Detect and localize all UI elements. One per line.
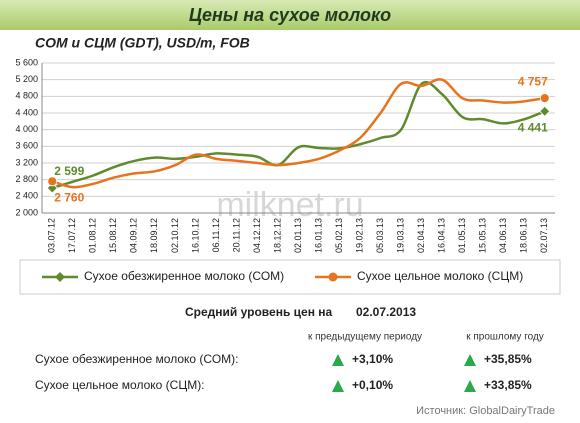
x-tick-label: 18.12.12 [272, 218, 282, 253]
x-tick-label: 06.11.12 [211, 218, 221, 252]
point-marker [47, 176, 58, 187]
change-value: +33,85% [484, 378, 532, 392]
y-tick-label: 2 000 [15, 207, 38, 217]
y-tick-label: 2 400 [15, 191, 38, 201]
x-tick-label: 20.11.12 [231, 218, 241, 252]
y-tick-label: 2 800 [15, 174, 38, 184]
x-tick-label: 02.10.12 [170, 218, 180, 253]
y-tick-label: 3 600 [15, 141, 38, 151]
x-tick-label: 04.09.12 [129, 218, 139, 253]
y-tick-label: 3 200 [15, 157, 38, 167]
x-tick-label: 05.02.13 [334, 218, 344, 253]
x-tick-label: 02.07.13 [539, 218, 549, 253]
point-marker [539, 93, 550, 104]
watermark: milknet.ru [216, 186, 363, 224]
source: Источник: GlobalDairyTrade [416, 405, 555, 417]
change-value: +35,85% [484, 352, 532, 366]
x-tick-label: 18.09.12 [149, 218, 159, 253]
row-label: Сухое обезжиренное молоко (СОМ): [35, 352, 238, 366]
x-tick-label: 19.02.13 [354, 218, 364, 253]
x-tick-label: 05.03.13 [375, 218, 385, 253]
x-tick-label: 01.05.13 [457, 218, 467, 253]
data-label: 4 757 [518, 74, 548, 88]
summary-date: 02.07.2013 [356, 305, 416, 319]
x-tick-label: 19.03.13 [395, 218, 405, 253]
row-label: Сухое цельное молоко (СЦМ): [35, 378, 205, 392]
legend-box [19, 259, 561, 295]
x-tick-label: 16.10.12 [190, 218, 200, 253]
y-tick-label: 5 200 [15, 74, 38, 84]
x-tick-label: 18.06.13 [519, 218, 529, 253]
column-header: к предыдущему периоду [308, 332, 422, 343]
up-arrow [464, 354, 476, 366]
legend-label: Сухое цельное молоко (СЦМ) [357, 269, 523, 283]
data-label: 2 760 [54, 191, 84, 205]
x-tick-label: 02.01.13 [293, 218, 303, 253]
x-tick-label: 03.07.12 [47, 218, 57, 253]
x-tick-label: 17.07.12 [67, 218, 77, 253]
x-tick-label: 16.01.13 [313, 218, 323, 253]
y-tick-label: 4 800 [15, 91, 38, 101]
series-line [51, 80, 546, 190]
title-banner [0, 0, 580, 30]
y-tick-label: 5 600 [15, 57, 38, 67]
up-arrow [332, 380, 344, 392]
change-value: +3,10% [352, 352, 393, 366]
x-tick-label: 15.05.13 [478, 218, 488, 253]
summary-heading: Средний уровень цен на [185, 305, 333, 319]
legend-marker [328, 272, 338, 282]
x-tick-label: 04.06.13 [498, 218, 508, 253]
x-tick-label: 02.04.13 [416, 218, 426, 253]
x-tick-label: 15.08.12 [108, 218, 118, 253]
legend-marker [55, 272, 65, 282]
change-value: +0,10% [352, 378, 393, 392]
x-tick-label: 01.08.12 [88, 218, 98, 253]
point-marker [539, 105, 551, 117]
data-label: 4 441 [518, 120, 548, 134]
up-arrow [464, 380, 476, 392]
x-tick-label: 04.12.12 [252, 218, 262, 253]
chart-subtitle: СОМ и СЦМ (GDT), USD/m, FOB [35, 35, 250, 51]
up-arrow [332, 354, 344, 366]
y-tick-label: 4 000 [15, 124, 38, 134]
legend-label: Сухое обезжиренное молоко (СОМ) [84, 269, 284, 283]
column-header: к прошлому году [466, 332, 544, 343]
y-tick-label: 4 400 [15, 107, 38, 117]
series-line [51, 78, 545, 189]
chart-title: Цены на сухое молоко [189, 5, 391, 25]
data-label: 2 599 [54, 164, 84, 178]
x-tick-label: 16.04.13 [437, 218, 447, 253]
